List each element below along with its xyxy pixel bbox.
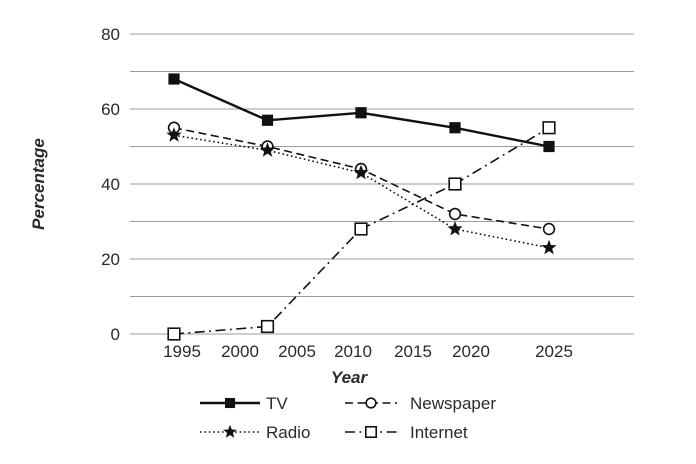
x-axis-title: Year (331, 368, 369, 387)
marker-open-circle-legend-newspaper (365, 397, 377, 409)
marker-filled-star-radio-2002 (259, 142, 276, 157)
x-tick-label-2025: 2025 (535, 342, 573, 361)
legend-label-tv: TV (266, 394, 288, 413)
x-tick-label-1995: 1995 (163, 342, 201, 361)
marker-open-circle-newspaper-2025 (542, 222, 556, 236)
y-tick-label-20: 20 (101, 250, 120, 269)
legend-label-radio: Radio (266, 423, 310, 442)
marker-open-square-internet-1995 (167, 327, 181, 341)
marker-filled-star-radio-1995 (166, 127, 182, 142)
marker-filled-star-radio-2025 (541, 239, 557, 255)
legend-label-internet: Internet (410, 423, 468, 442)
x-tick-label-2005: 2005 (278, 342, 316, 361)
marker-open-square-internet-2002 (260, 319, 275, 334)
marker-filled-square-tv-2018 (449, 122, 461, 134)
marker-filled-star-legend-radio (223, 424, 237, 438)
legend-label-newspaper: Newspaper (410, 394, 496, 413)
y-tick-label-40: 40 (101, 175, 120, 194)
marker-filled-square-tv-2025 (543, 140, 555, 153)
marker-filled-square-legend-tv (224, 397, 236, 409)
marker-filled-square-tv-1995 (168, 73, 180, 85)
y-axis-title: Percentage (29, 138, 48, 230)
y-tick-label-80: 80 (101, 25, 120, 44)
marker-open-square-internet-2010 (354, 222, 368, 236)
marker-open-square-legend-internet (364, 425, 378, 439)
marker-open-square-internet-2025 (542, 121, 556, 135)
series-line-radio (173, 134, 550, 249)
x-tick-label-2000: 2000 (221, 342, 259, 361)
marker-filled-square-tv-2010 (355, 107, 367, 119)
y-tick-label-0: 0 (111, 325, 120, 344)
x-tick-label-2020: 2020 (452, 342, 490, 361)
y-tick-label-60: 60 (101, 100, 120, 119)
marker-filled-square-tv-2002 (261, 114, 274, 126)
marker-open-circle-newspaper-2018 (448, 207, 462, 221)
marker-open-square-internet-2018 (448, 177, 462, 191)
marker-filled-star-radio-2018 (447, 221, 463, 236)
x-tick-label-2010: 2010 (334, 342, 372, 361)
marker-filled-star-radio-2010 (353, 164, 369, 180)
x-tick-label-2015: 2015 (394, 342, 432, 361)
